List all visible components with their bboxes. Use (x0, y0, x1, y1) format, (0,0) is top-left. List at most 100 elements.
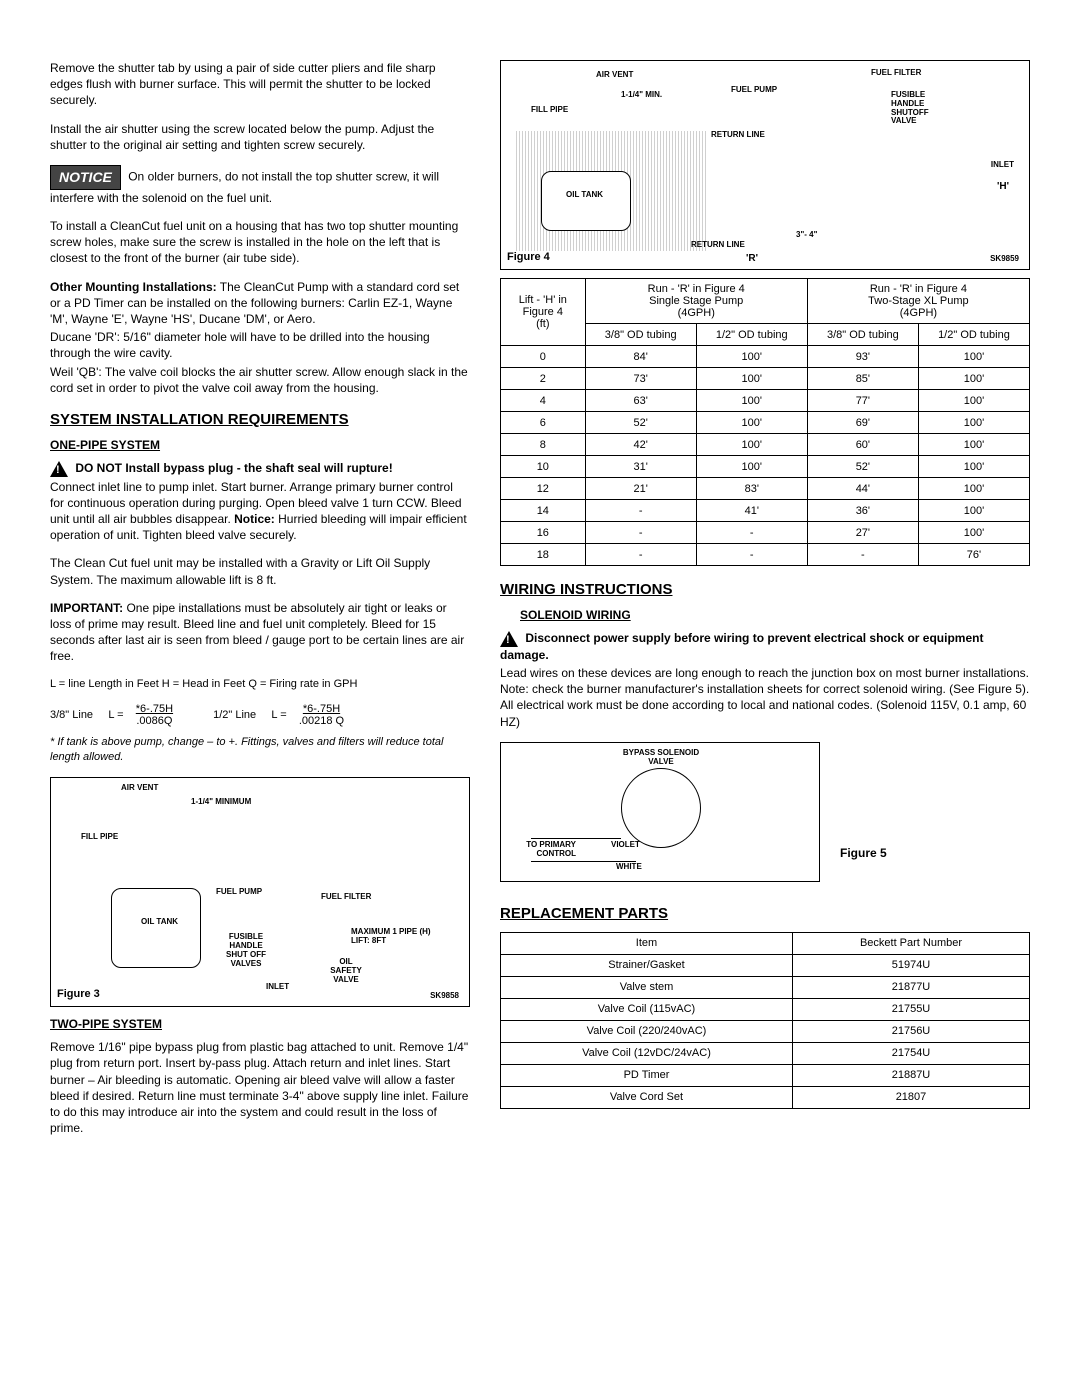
table-cell: 21755U (792, 998, 1029, 1020)
table-cell: 69' (807, 412, 918, 434)
table-cell: 21' (585, 478, 696, 500)
fig3-min: 1-1/4" MINIMUM (191, 798, 251, 807)
two-pipe-text: Remove 1/16" pipe bypass plug from plast… (50, 1039, 470, 1136)
table-row: Valve Coil (115vAC)21755U (501, 998, 1030, 1020)
parts-header-row: Item Beckett Part Number (501, 932, 1030, 954)
right-column: AIR VENT 1-1/4" MIN. FILL PIPE OIL TANK … (500, 60, 1030, 1148)
one-pipe-warning: DO NOT Install bypass plug - the shaft s… (75, 461, 392, 475)
formula-12-bot: .00218 Q (299, 715, 344, 727)
table-cell: 73' (585, 368, 696, 390)
table-row: 16--27'100' (501, 522, 1030, 544)
fig3-oil-tank: OIL TANK (141, 918, 178, 927)
paragraph-3: To install a CleanCut fuel unit on a hou… (50, 218, 470, 267)
fig3-fuel-filter: FUEL FILTER (321, 893, 371, 902)
table-row: 084'100'93'100' (501, 346, 1030, 368)
fig4-h: 'H' (997, 181, 1009, 192)
table-row: Valve Cord Set21807 (501, 1086, 1030, 1108)
other-mounting-label: Other Mounting Installations: (50, 280, 217, 294)
table-header-s12-2: 1/2" OD tubing (918, 324, 1029, 346)
fig3-fuel-pump: FUEL PUMP (216, 888, 262, 897)
table-cell: 85' (807, 368, 918, 390)
fig4-r: 'R' (746, 253, 758, 264)
fig4-fuel-pump: FUEL PUMP (731, 86, 777, 95)
wiring-warning: Disconnect power supply before wiring to… (500, 631, 983, 662)
table-cell: 31' (585, 456, 696, 478)
fig3-fusible: FUSIBLE HANDLE SHUT OFF VALVES (221, 933, 271, 968)
fig3-max-pipe: MAXIMUM 1 PIPE (H) LIFT: 8FT (351, 928, 431, 946)
table-header-single: Run - 'R' in Figure 4 Single Stage Pump … (585, 279, 807, 324)
table-row: 18---76' (501, 544, 1030, 566)
table-cell: 21807 (792, 1086, 1029, 1108)
fig4-oil-tank: OIL TANK (566, 191, 603, 200)
weil-text: Weil 'QB': The valve coil blocks the air… (50, 364, 470, 396)
table-cell: 83' (696, 478, 807, 500)
table-row: 14-41'36'100' (501, 500, 1030, 522)
one-pipe-p2: The Clean Cut fuel unit may be installed… (50, 555, 470, 587)
fig3-air-vent: AIR VENT (121, 784, 158, 793)
table-row: Valve Coil (220/240vAC)21756U (501, 1020, 1030, 1042)
table-cell: 100' (696, 346, 807, 368)
table-header-s12-1: 1/2" OD tubing (696, 324, 807, 346)
table-cell: - (696, 522, 807, 544)
wiring-p1: Lead wires on these devices are long eno… (500, 665, 1030, 730)
table-cell: 84' (585, 346, 696, 368)
fig4-sk: SK9859 (990, 255, 1019, 264)
table-row: 652'100'69'100' (501, 412, 1030, 434)
table-cell: - (807, 544, 918, 566)
table-cell: 21756U (792, 1020, 1029, 1042)
fig4-fill-pipe: FILL PIPE (531, 106, 568, 115)
fig4-fusible: FUSIBLE HANDLE SHUTOFF VALVE (891, 91, 941, 126)
fig3-oil-safety: OIL SAFETY VALVE (326, 958, 366, 984)
fig3-fill-pipe: FILL PIPE (81, 833, 118, 842)
fig4-inlet: INLET (991, 161, 1014, 170)
formula-12-top: *6-.75H (303, 703, 340, 715)
table-cell: 42' (585, 434, 696, 456)
table-cell: 100' (918, 434, 1029, 456)
fig3-sk: SK9858 (430, 992, 459, 1001)
table-cell: 14 (501, 500, 586, 522)
table-cell: 52' (807, 456, 918, 478)
table-cell: Valve Coil (12vDC/24vAC) (501, 1042, 793, 1064)
paragraph-2: Install the air shutter using the screw … (50, 121, 470, 153)
table-cell: 100' (696, 456, 807, 478)
important-label: IMPORTANT: (50, 601, 123, 615)
notice-paragraph: NOTICE On older burners, do not install … (50, 165, 470, 206)
table-cell: 18 (501, 544, 586, 566)
table-cell: 100' (918, 456, 1029, 478)
solenoid-heading: SOLENOID WIRING (520, 608, 1030, 622)
formula-38-bot: .0086Q (136, 715, 172, 727)
ducane-text: Ducane 'DR': 5/16" diameter hole will ha… (50, 329, 470, 361)
warning-icon (500, 631, 518, 647)
formula-note: * If tank is above pump, change – to +. … (50, 735, 470, 765)
formula-eq-2: L = (271, 709, 286, 721)
table-cell: Valve Cord Set (501, 1086, 793, 1108)
table-row: 1031'100'52'100' (501, 456, 1030, 478)
fig5-wire-1 (531, 838, 621, 839)
parts-header-number: Beckett Part Number (792, 932, 1029, 954)
table-row: Strainer/Gasket51974U (501, 954, 1030, 976)
other-mounting-paragraph: Other Mounting Installations: The CleanC… (50, 279, 470, 328)
table-cell: 2 (501, 368, 586, 390)
table-row: Valve Coil (12vDC/24vAC)21754U (501, 1042, 1030, 1064)
warning-icon (50, 461, 68, 477)
fig3-inlet: INLET (266, 983, 289, 992)
run-lift-table: Lift - 'H' in Figure 4 (ft) Run - 'R' in… (500, 278, 1030, 566)
table-cell: 21877U (792, 976, 1029, 998)
table-cell: Strainer/Gasket (501, 954, 793, 976)
table-cell: Valve stem (501, 976, 793, 998)
fig4-air-vent: AIR VENT (596, 71, 633, 80)
table-row: 842'100'60'100' (501, 434, 1030, 456)
table-cell: 4 (501, 390, 586, 412)
table-cell: 100' (918, 500, 1029, 522)
left-column: Remove the shutter tab by using a pair o… (50, 60, 470, 1148)
table-cell: 21887U (792, 1064, 1029, 1086)
wiring-heading: WIRING INSTRUCTIONS (500, 581, 1030, 598)
table-cell: 100' (696, 368, 807, 390)
table-cell: 77' (807, 390, 918, 412)
wiring-warn-line: Disconnect power supply before wiring to… (500, 630, 1030, 663)
fig4-label: Figure 4 (507, 251, 550, 263)
notice-badge: NOTICE (50, 165, 121, 190)
table-cell: PD Timer (501, 1064, 793, 1086)
table-cell: - (585, 544, 696, 566)
table-cell: 76' (918, 544, 1029, 566)
